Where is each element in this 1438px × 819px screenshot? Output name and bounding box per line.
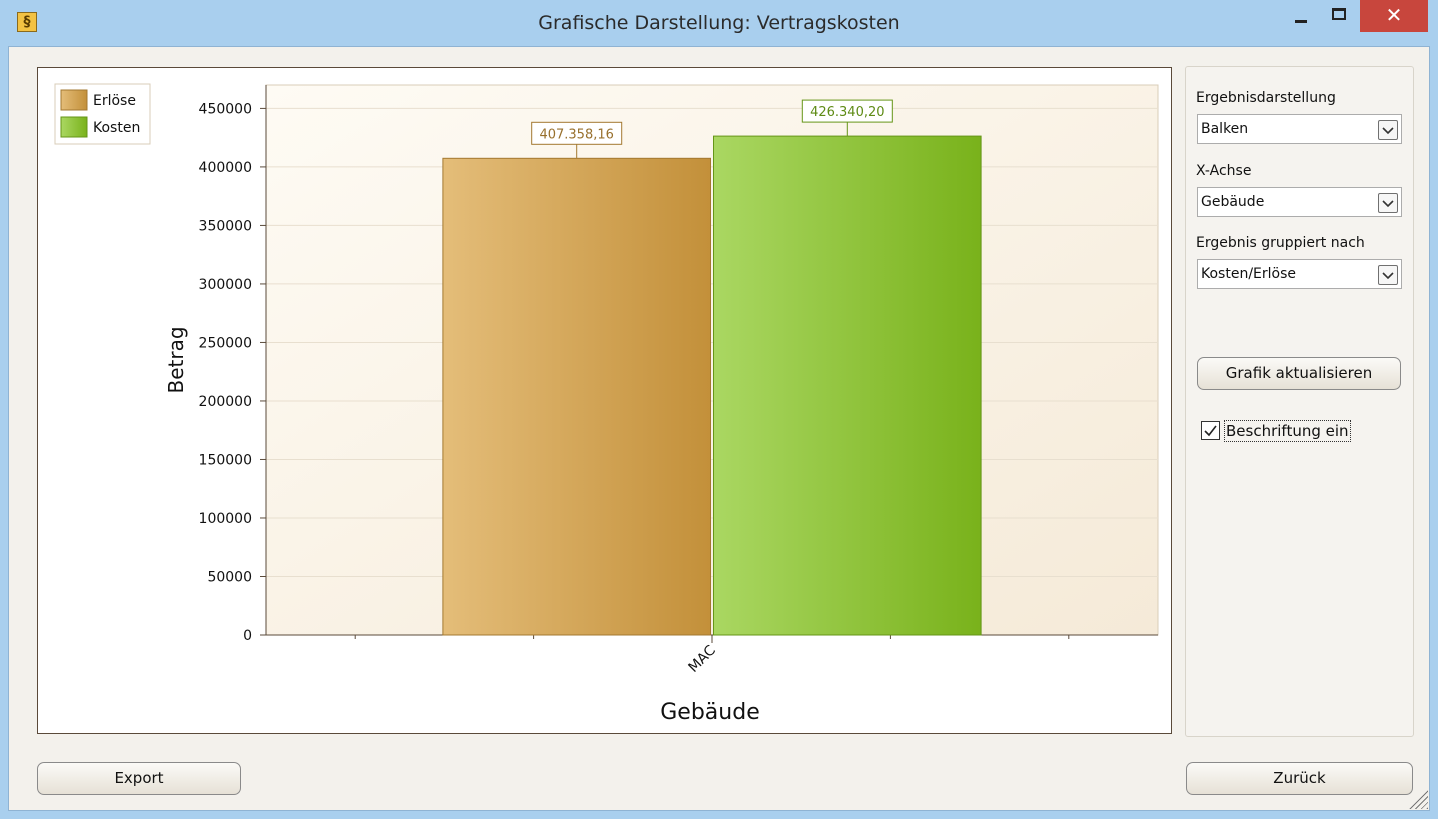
dropdown-button[interactable]: [1378, 120, 1398, 140]
legend-label: Kosten: [93, 120, 140, 136]
checkbox[interactable]: [1201, 421, 1220, 440]
y-tick-label: 50000: [207, 569, 252, 585]
plot-area: [265, 84, 1159, 636]
check-mark: [1204, 425, 1217, 437]
dropdown-button[interactable]: [1378, 265, 1398, 285]
export-button[interactable]: Export: [37, 762, 241, 795]
legend-swatch: [60, 89, 88, 111]
combo-box[interactable]: Kosten/Erlöse: [1197, 259, 1402, 289]
combo-box[interactable]: Gebäude: [1197, 187, 1402, 217]
options-panel: [1185, 66, 1414, 737]
chevron: [1382, 127, 1394, 135]
combo-box[interactable]: Balken: [1197, 114, 1402, 144]
bar: [713, 135, 982, 636]
y-tick-label: 0: [243, 628, 252, 644]
maximize-button[interactable]: [1322, 0, 1356, 32]
field-label: Ergebnisdarstellung: [1196, 90, 1336, 106]
back-button[interactable]: Zurück: [1186, 762, 1413, 795]
y-tick-label: 200000: [199, 394, 252, 410]
legend-label: Erlöse: [93, 93, 136, 109]
update-button[interactable]: Grafik aktualisieren: [1197, 357, 1401, 390]
y-tick-label: 150000: [199, 452, 252, 468]
minimize-button[interactable]: [1285, 0, 1319, 32]
minimize-glyph: [1295, 20, 1307, 23]
legend-swatch: [60, 116, 88, 138]
window-title: Grafische Darstellung: Vertragskosten: [538, 12, 900, 34]
label-box: [531, 121, 623, 145]
checkbox-label[interactable]: Beschriftung ein: [1224, 420, 1351, 442]
dropdown-button[interactable]: [1378, 193, 1398, 213]
chevron: [1382, 272, 1394, 280]
app-icon: §: [17, 12, 37, 32]
chart-panel: 0 50000 100000 150000 200000 250000 300000 3500…: [37, 67, 1172, 734]
y-tick-label: 250000: [199, 335, 252, 351]
field-label: Ergebnis gruppiert nach: [1196, 235, 1365, 251]
title-bar: § Grafische Darstellung: Vertragskosten …: [0, 0, 1438, 46]
maximize-glyph: [1332, 8, 1346, 20]
y-tick-label: 400000: [199, 160, 252, 176]
y-tick-label: 450000: [199, 101, 252, 117]
value-label: 426.340,20: [810, 105, 884, 120]
y-axis-title: Betrag: [164, 326, 188, 393]
label-box: [801, 99, 893, 123]
value-label: 407.358,16: [539, 127, 613, 142]
field-label: X-Achse: [1196, 163, 1252, 179]
x-tick-label: MAC: [685, 642, 719, 676]
y-tick-label: 300000: [199, 277, 252, 293]
x-axis-title: Gebäude: [660, 700, 759, 725]
chart: 0 50000 100000 150000 200000 250000 300000 3500…: [54, 83, 1159, 725]
y-tick-label: 350000: [199, 218, 252, 234]
y-tick-label: 100000: [199, 511, 252, 527]
close-button[interactable]: ✕: [1360, 0, 1428, 32]
chevron: [1382, 200, 1394, 208]
bar: [442, 157, 711, 636]
